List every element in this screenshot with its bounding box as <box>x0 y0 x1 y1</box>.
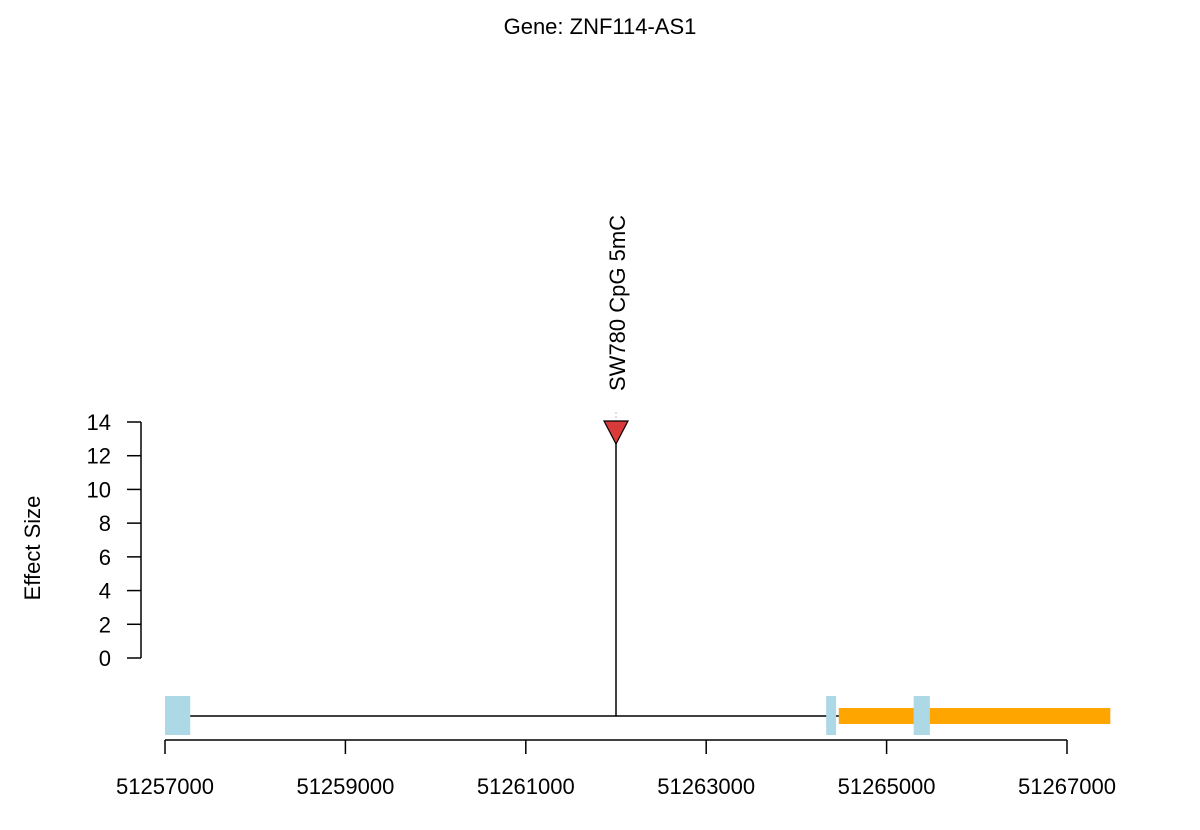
x-tick-label-4: 51265000 <box>838 774 936 799</box>
x-tick-label-5: 51267000 <box>1018 774 1116 799</box>
y-tick-label-2: 4 <box>99 579 111 604</box>
y-tick-label-4: 8 <box>99 511 111 536</box>
y-tick-label-1: 2 <box>99 612 111 637</box>
x-tick-label-3: 51263000 <box>657 774 755 799</box>
gene-track <box>165 696 1111 735</box>
chart-title: Gene: ZNF114-AS1 <box>504 14 697 39</box>
y-tick-label-3: 6 <box>99 545 111 570</box>
x-tick-label-1: 51259000 <box>296 774 394 799</box>
y-axis: 0 2 4 6 8 10 12 14 <box>87 410 142 671</box>
markers: SW780 CpG 5mC <box>603 215 630 446</box>
x-tick-label-0: 51257000 <box>116 774 214 799</box>
exon-1 <box>826 696 837 735</box>
exon-2 <box>913 696 930 735</box>
y-tick-label-6: 12 <box>87 444 111 469</box>
y-axis-label: Effect Size <box>20 496 45 601</box>
exon-0 <box>165 696 191 735</box>
x-tick-label-2: 51261000 <box>477 774 575 799</box>
y-tick-label-0: 0 <box>99 646 111 671</box>
gene-feature-0 <box>838 708 1111 724</box>
y-tick-label-5: 10 <box>87 477 111 502</box>
point-label-0: SW780 CpG 5mC <box>605 215 630 391</box>
marker-0 <box>603 420 629 446</box>
x-axis: 51257000 51259000 51261000 51263000 51265000… <box>116 739 1116 799</box>
y-tick-label-7: 14 <box>87 410 111 435</box>
